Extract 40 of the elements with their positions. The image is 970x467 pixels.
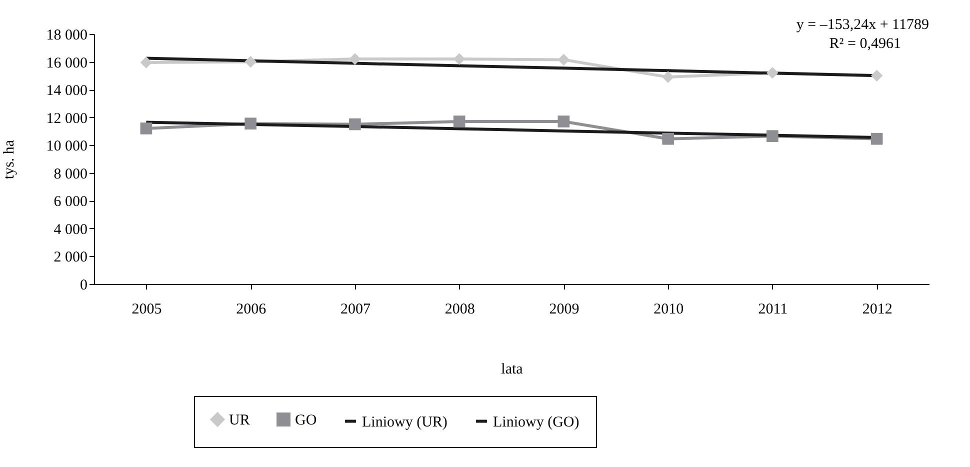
point	[244, 118, 256, 130]
point	[870, 70, 883, 82]
point	[140, 122, 152, 134]
x-tick-label: 2009	[549, 302, 580, 318]
point	[870, 132, 883, 145]
y-tick-label: 10 000	[46, 138, 88, 155]
legend-label: Liniowy (GO)	[493, 414, 580, 430]
y-tick-label: 4 000	[54, 222, 88, 238]
y-tick-label: 12 000	[46, 110, 88, 127]
point	[766, 66, 778, 79]
y-tick-label: 14 000	[46, 83, 88, 100]
x-tick-label: 2007	[340, 302, 371, 318]
point	[662, 132, 674, 145]
point	[558, 54, 570, 66]
point	[766, 130, 778, 142]
y-tick-label: 6 000	[54, 194, 88, 210]
legend-label: Liniowy (UR)	[362, 414, 448, 430]
x-tick-label: 2011	[758, 302, 788, 318]
y-axis-title: tys. ha	[1, 140, 18, 180]
y-tick-label: 2 000	[54, 250, 88, 266]
y-tick-label: 8 000	[54, 166, 88, 182]
x-tick-label: 2012	[862, 302, 892, 318]
legend-label: UR	[229, 412, 250, 429]
y-tick-label: 18 000	[46, 28, 88, 44]
x-tick-label: 2008	[444, 302, 475, 318]
x-axis-title: lata	[501, 362, 524, 378]
point	[349, 53, 361, 65]
point	[453, 116, 466, 128]
legend-label: GO	[295, 412, 317, 429]
x-tick-label: 2006	[236, 302, 267, 318]
y-tick-label: 0	[80, 278, 88, 294]
x-tick-label: 2010	[654, 302, 684, 318]
text: y = –153,24x + 11789	[796, 17, 929, 33]
point	[662, 71, 674, 83]
y-tick-label: 16 000	[46, 55, 88, 72]
x-tick-label: 2005	[132, 302, 162, 318]
point	[244, 56, 256, 68]
annotation: R² = 0,4961	[829, 36, 901, 52]
point	[349, 118, 361, 130]
point	[558, 116, 570, 128]
